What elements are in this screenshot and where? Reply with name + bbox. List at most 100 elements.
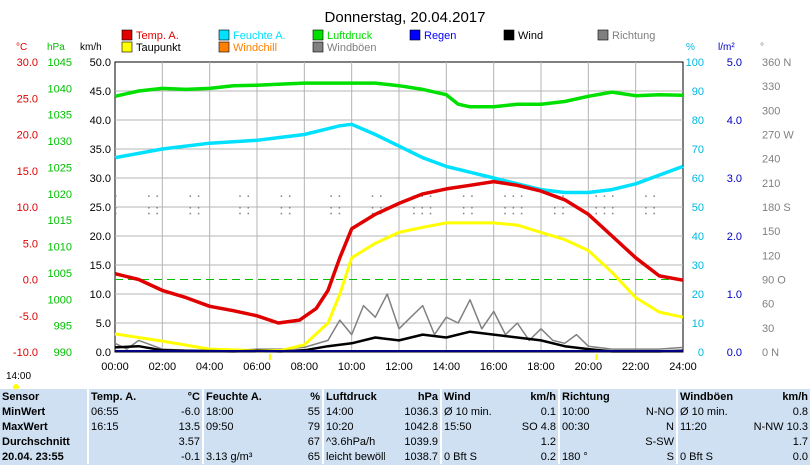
table-cell: 15:50	[440, 419, 501, 434]
direction-marker	[156, 207, 158, 209]
table-cell: 00:30	[558, 419, 621, 434]
table-header-cell: Richtung	[558, 389, 621, 404]
direction-marker	[562, 212, 564, 215]
wind-tick-label: 50.0	[90, 57, 111, 69]
direction-marker	[645, 195, 647, 197]
row-label: Durchschnitt	[2, 435, 70, 448]
legend-swatch	[312, 41, 324, 53]
table-cell: 0.8	[792, 405, 808, 418]
direction-marker	[462, 207, 465, 209]
direction-marker	[288, 212, 291, 215]
x-tick-label: 18:00	[527, 361, 555, 373]
direction-marker	[512, 207, 515, 209]
direction-marker	[413, 212, 415, 215]
direction-marker	[471, 195, 473, 197]
direction-marker	[288, 207, 291, 209]
table-cell: leicht bewölkt	[322, 449, 385, 464]
sun-marker-time: 14:00	[6, 371, 32, 382]
table-cell: 0.2	[540, 450, 556, 463]
legend-label: Regen	[424, 30, 456, 42]
x-tick-label: 04:00	[196, 361, 224, 373]
direction-marker	[189, 212, 192, 215]
direction-tick-label: 30	[762, 323, 774, 335]
wind-tick-label: 35.0	[90, 144, 111, 156]
humidity-tick-label: 100	[686, 57, 704, 69]
pressure-unit-label: hPa	[47, 42, 65, 53]
table-cell: S	[666, 450, 674, 463]
table-cell: 0.0	[792, 450, 808, 463]
table-cell: 10:20	[322, 419, 385, 434]
statistics-panel: Sensor Temp. A. °C Feuchte A.% Luftdruck hPa W…	[0, 389, 810, 465]
legend-swatch	[121, 41, 133, 53]
direction-marker	[189, 207, 192, 209]
wind-tick-label: 25.0	[90, 202, 111, 214]
direction-marker	[115, 212, 117, 215]
humidity-tick-label: 0	[698, 347, 704, 359]
x-tick-label: 08:00	[291, 361, 319, 373]
table-cell: Ø 10 min.	[440, 404, 501, 419]
table-cell: 67	[307, 435, 320, 448]
temp-tick-label: 5.0	[23, 238, 38, 250]
x-tick-label: 16:00	[480, 361, 508, 373]
direction-marker	[429, 207, 432, 209]
direction-unit-label: °	[760, 42, 764, 53]
table-cell: N-NO	[645, 405, 674, 418]
direction-marker	[462, 195, 465, 197]
wind-tick-label: 0.0	[96, 347, 111, 359]
direction-marker	[288, 195, 291, 197]
direction-tick-label: 240	[762, 154, 780, 166]
table-header-row: Sensor Temp. A. °C Feuchte A.% Luftdruck hPa W…	[0, 389, 810, 404]
rain-tick-label: 4.0	[727, 115, 742, 127]
table-cell: 55	[307, 405, 320, 418]
wind-tick-label: 40.0	[90, 115, 111, 127]
direction-marker	[380, 207, 382, 209]
direction-marker	[156, 195, 158, 197]
direction-marker	[338, 207, 341, 209]
sunset-marker	[595, 354, 598, 360]
table-cell: 1.2	[540, 435, 556, 448]
table-header-cell: °C	[187, 390, 200, 403]
row-label: 20.04. 23:55	[2, 450, 64, 463]
direction-marker	[413, 207, 415, 209]
direction-marker	[338, 212, 341, 215]
x-tick-label: 06:00	[243, 361, 271, 373]
table-cell: SO 4.8	[521, 420, 556, 433]
rain-tick-label: 5.0	[727, 57, 742, 69]
direction-marker	[330, 207, 332, 209]
temp-tick-label: 10.0	[17, 202, 38, 214]
table-cell: 0.1	[540, 405, 556, 418]
pressure-tick-label: 1000	[48, 294, 72, 306]
direction-marker	[462, 212, 465, 215]
table-cell: N-NW 10.3	[753, 420, 808, 433]
temp-tick-label: 15.0	[17, 166, 38, 178]
rain-tick-label: 0.0	[727, 347, 742, 359]
legend-label: Richtung	[612, 30, 655, 42]
direction-marker	[380, 195, 382, 197]
x-tick-label: 20:00	[575, 361, 603, 373]
pressure-tick-label: 995	[54, 321, 72, 333]
humidity-tick-label: 50	[692, 202, 704, 214]
legend-label: Feuchte A.	[233, 30, 286, 42]
table-cell: 1038.7	[404, 450, 438, 463]
wind-tick-label: 45.0	[90, 86, 111, 98]
table-cell	[87, 449, 148, 464]
table-cell: 11:20	[676, 419, 739, 434]
direction-marker	[239, 195, 241, 197]
direction-tick-label: 210	[762, 178, 780, 190]
table-cell: 3.57	[178, 435, 200, 448]
row-label: MaxWert	[2, 420, 48, 433]
direction-marker	[280, 207, 283, 209]
table-header-cell: %	[310, 390, 320, 403]
table-header-cell: Windböen	[676, 389, 739, 404]
direction-marker	[148, 195, 150, 197]
x-tick-label: 02:00	[149, 361, 177, 373]
direction-marker	[504, 195, 506, 197]
weather-chart: Donnerstag, 20.04.2017 Temp. A. Feuchte A.…	[13, 9, 794, 389]
sun-marker	[13, 384, 19, 389]
direction-marker	[197, 207, 200, 209]
humidity-tick-label: 80	[692, 115, 704, 127]
table-cell: -6.0	[181, 405, 200, 418]
direction-marker	[280, 195, 283, 197]
direction-marker	[603, 212, 606, 215]
